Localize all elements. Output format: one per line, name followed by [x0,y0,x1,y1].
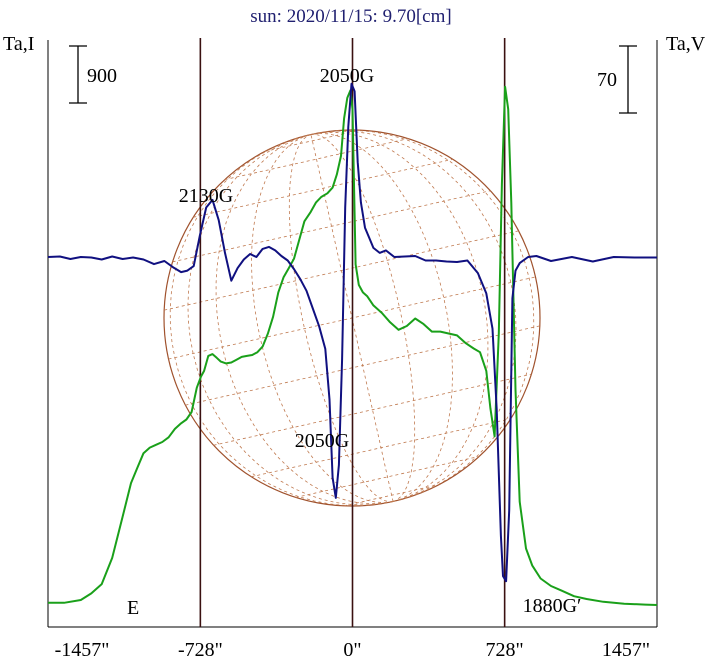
series-group [47,82,658,606]
field-annotation: 2050G [295,430,349,452]
east-label: E [127,597,139,619]
latitude-line [264,129,360,152]
scale-bar-left [69,45,87,104]
field-annotation: 1880G′ [523,595,582,617]
scale-bar-right [619,45,637,114]
field-annotation: 2050G [320,65,374,87]
longitude-line [215,134,394,505]
longitude-line [288,134,394,503]
longitude-line [310,129,535,502]
longitude-line [251,134,394,504]
latitude-line [172,190,491,263]
series-line-polarization [47,82,657,583]
longitude-line [310,130,517,502]
longitude-line [187,134,394,506]
chart-title: sun: 2020/11/15: 9.70[cm] [250,6,451,27]
x-tick-label: -1457" [55,639,110,661]
longitude-line [169,134,394,507]
x-tick-label: 0" [343,639,361,661]
longitude-line [310,131,489,502]
y-axis-label-right: Ta,V [666,33,706,55]
series-line-intensity [48,85,658,606]
x-tick-label: 728" [486,639,524,661]
scale-label-left: 900 [87,65,117,87]
latitude-line [213,373,532,446]
y-axis-label-left: Ta,I [3,33,34,55]
annotations: 2130G 2050G 2050G 1880G′ [179,65,582,617]
x-tick-label: -728" [178,639,223,661]
x-tick-labels: -1457" -728" 0" 728" 1457" [55,639,651,661]
field-annotation: 2130G [179,185,233,207]
longitude-line [310,132,453,502]
x-tick-label: 1457" [602,639,650,661]
latitude-line [224,138,409,180]
scale-label-right: 70 [597,69,617,91]
